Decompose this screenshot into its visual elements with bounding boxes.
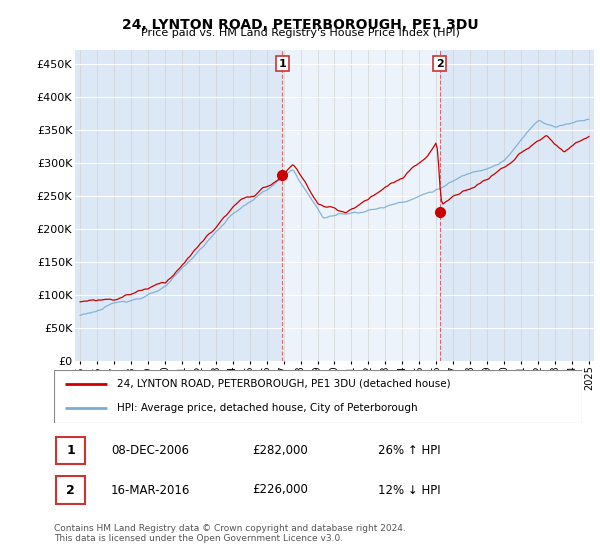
Text: 2: 2: [66, 483, 75, 497]
Text: 2: 2: [436, 59, 444, 69]
Text: 24, LYNTON ROAD, PETERBOROUGH, PE1 3DU (detached house): 24, LYNTON ROAD, PETERBOROUGH, PE1 3DU (…: [118, 379, 451, 389]
Text: 16-MAR-2016: 16-MAR-2016: [111, 483, 190, 497]
FancyBboxPatch shape: [56, 437, 85, 464]
Text: Contains HM Land Registry data © Crown copyright and database right 2024.
This d: Contains HM Land Registry data © Crown c…: [54, 524, 406, 543]
Text: HPI: Average price, detached house, City of Peterborough: HPI: Average price, detached house, City…: [118, 403, 418, 413]
FancyBboxPatch shape: [54, 370, 582, 423]
Bar: [282, 50, 440, 361]
Text: £282,000: £282,000: [252, 444, 308, 458]
Text: 26% ↑ HPI: 26% ↑ HPI: [378, 444, 440, 458]
Text: 08-DEC-2006: 08-DEC-2006: [111, 444, 189, 458]
Text: 24, LYNTON ROAD, PETERBOROUGH, PE1 3DU: 24, LYNTON ROAD, PETERBOROUGH, PE1 3DU: [122, 18, 478, 32]
Text: Price paid vs. HM Land Registry's House Price Index (HPI): Price paid vs. HM Land Registry's House …: [140, 28, 460, 38]
Text: 1: 1: [278, 59, 286, 69]
Text: 1: 1: [66, 444, 75, 458]
Text: £226,000: £226,000: [252, 483, 308, 497]
FancyBboxPatch shape: [56, 477, 85, 503]
Text: 12% ↓ HPI: 12% ↓ HPI: [378, 483, 440, 497]
